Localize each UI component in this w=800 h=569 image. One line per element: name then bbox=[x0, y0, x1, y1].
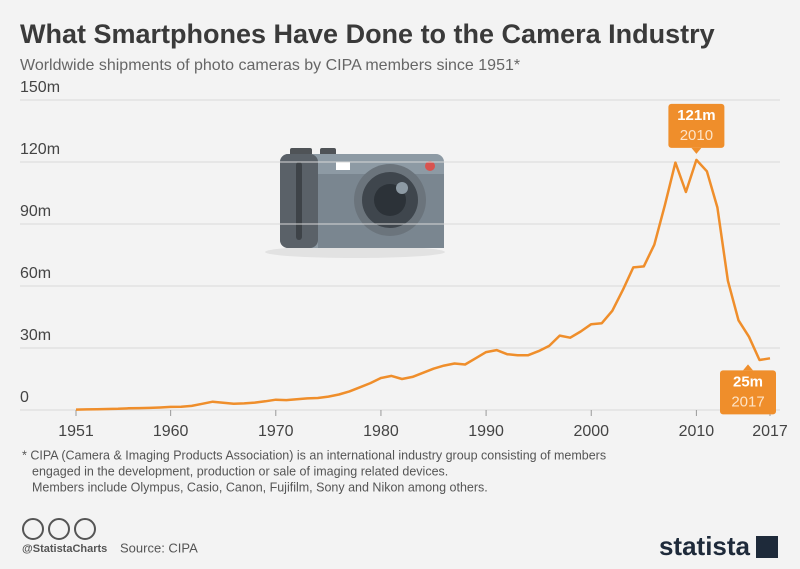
y-tick-label: 0 bbox=[20, 389, 29, 406]
y-tick-label: 30m bbox=[20, 327, 51, 344]
x-tick-label: 1970 bbox=[258, 423, 294, 440]
annotation-box bbox=[668, 103, 725, 148]
x-tick-label: 2000 bbox=[573, 423, 609, 440]
line bbox=[75, 158, 771, 411]
annotation-pointer bbox=[691, 147, 702, 154]
annotation-pointer bbox=[743, 364, 753, 371]
annotation-year: 2010 bbox=[680, 127, 713, 144]
annotation: 121m 2010 bbox=[668, 103, 725, 154]
source: Source: CIPA bbox=[120, 540, 198, 555]
y-tick-label: 120m bbox=[20, 141, 60, 158]
x-tick-label: 1951 bbox=[58, 423, 94, 440]
footnote: engaged in the development, production o… bbox=[32, 464, 448, 478]
x-tick-label: 2010 bbox=[679, 423, 715, 440]
x-tick-label: 2017 bbox=[752, 423, 788, 440]
footnote: Members include Olympus, Casio, Canon, F… bbox=[32, 480, 488, 494]
brand: statista bbox=[659, 531, 751, 561]
handle: @StatistaCharts bbox=[22, 543, 107, 555]
chart-title: What Smartphones Have Done to the Camera… bbox=[20, 19, 715, 49]
camera-illustration bbox=[265, 148, 445, 258]
x-tick-label: 1960 bbox=[153, 423, 189, 440]
annotation-year: 2017 bbox=[731, 393, 764, 410]
y-tick-label: 90m bbox=[20, 203, 51, 220]
y-tick-label: 60m bbox=[20, 265, 51, 282]
x-tick-label: 1990 bbox=[468, 423, 504, 440]
annotation-box bbox=[720, 370, 776, 415]
annotation: 25m 2017 bbox=[720, 364, 776, 415]
y-tick-label: 150m bbox=[20, 79, 60, 96]
x-tick-label: 1980 bbox=[363, 423, 399, 440]
annotation-label: 25m bbox=[733, 373, 763, 390]
annotation-label: 121m bbox=[677, 107, 715, 124]
chart-subtitle: Worldwide shipments of photo cameras by … bbox=[20, 57, 520, 74]
footnote: * CIPA (Camera & Imaging Products Associ… bbox=[22, 448, 606, 462]
footer bbox=[22, 518, 778, 558]
